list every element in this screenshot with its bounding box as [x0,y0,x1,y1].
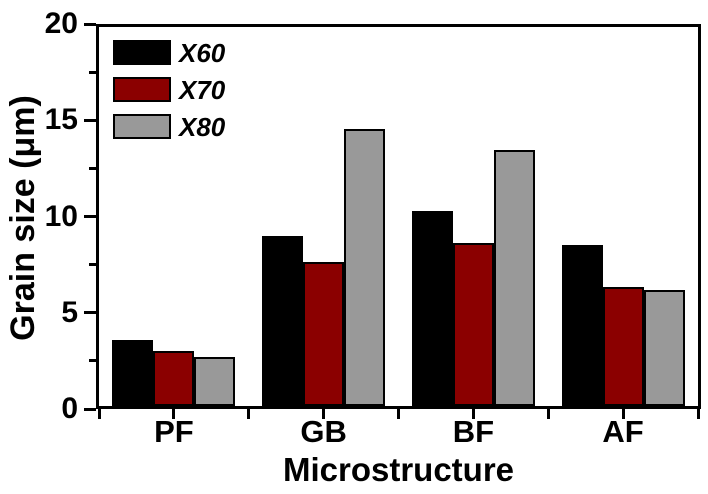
y-axis-major-tick [84,215,96,218]
bar-PF-X70 [153,351,195,406]
bar-PF-X80 [194,356,236,406]
bar-AF-X60 [561,244,603,406]
bar-AF-X70 [602,286,644,406]
bar-BF-X80 [493,150,535,406]
y-axis-minor-tick [89,70,96,74]
bar-GB-X80 [344,129,386,406]
x-tick-label-PF: PF [154,414,194,449]
x-axis-boundary-tick [546,409,550,419]
bar-BF-X70 [452,243,494,406]
bar-AF-X80 [643,290,685,406]
x-axis-major-tick [471,409,475,419]
y-axis-major-tick [84,407,96,411]
bar-GB-X60 [262,235,304,406]
x-axis-boundary-tick [247,409,251,419]
legend: X60 X70 X80 [113,40,225,151]
bar-GB-X70 [303,262,345,406]
y-axis-major-tick [84,118,96,122]
bar-PF-X60 [112,339,154,406]
x-tick-label-BF: BF [452,414,495,449]
x-axis-boundary-tick [397,409,400,419]
x-tick-label-AF: AF [602,414,644,449]
x-axis-major-tick [621,409,625,419]
x-axis-major-tick [172,409,176,419]
y-tick-label-20: 20 [44,7,78,40]
y-axis-minor-tick [89,166,96,170]
legend-swatch-X70 [113,77,171,102]
y-axis-minor-tick [89,359,96,363]
plot-area: X60 X70 X80 [96,24,701,409]
legend-label-X60: X60 [179,37,226,68]
bar-BF-X60 [411,210,453,406]
y-tick-label-15: 15 [44,103,78,137]
x-axis-title: Microstructure [282,451,515,488]
y-tick-label-5: 5 [61,295,78,329]
legend-item-X80: X80 [113,111,226,142]
x-axis-boundary-tick [696,409,700,419]
legend-item-X70: X70 [113,74,226,105]
legend-item-X60: X60 [113,37,226,68]
y-tick-label-0: 0 [61,392,78,425]
y-axis-major-tick [84,311,96,315]
legend-swatch-X80 [113,114,171,139]
x-axis-major-tick [322,409,326,419]
y-axis-major-tick [84,22,96,26]
legend-label-X80: X80 [179,111,226,142]
legend-swatch-X60 [113,40,171,65]
y-tick-label-10: 10 [44,199,78,233]
x-tick-label-GB: GB [300,414,347,449]
legend-label-X70: X70 [179,74,226,105]
x-axis-boundary-tick [97,409,101,419]
y-axis-minor-tick [89,263,96,267]
